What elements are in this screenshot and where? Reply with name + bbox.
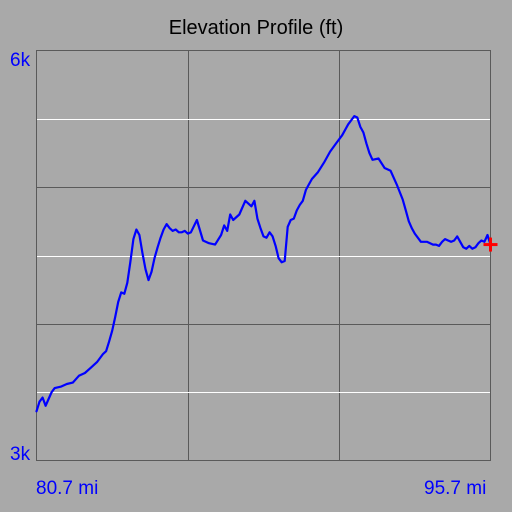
grid-lines	[36, 50, 491, 461]
elevation-line	[35, 115, 492, 413]
chart-title: Elevation Profile (ft)	[168, 17, 344, 39]
x-axis-min-label: 80.7 mi	[36, 478, 99, 499]
current-position-marker-icon	[483, 237, 498, 252]
y-axis-max-label: 6k	[10, 50, 31, 71]
plot-border	[36, 50, 491, 461]
x-axis-max-label: 95.7 mi	[424, 478, 487, 499]
y-axis-min-label: 3k	[10, 444, 31, 465]
